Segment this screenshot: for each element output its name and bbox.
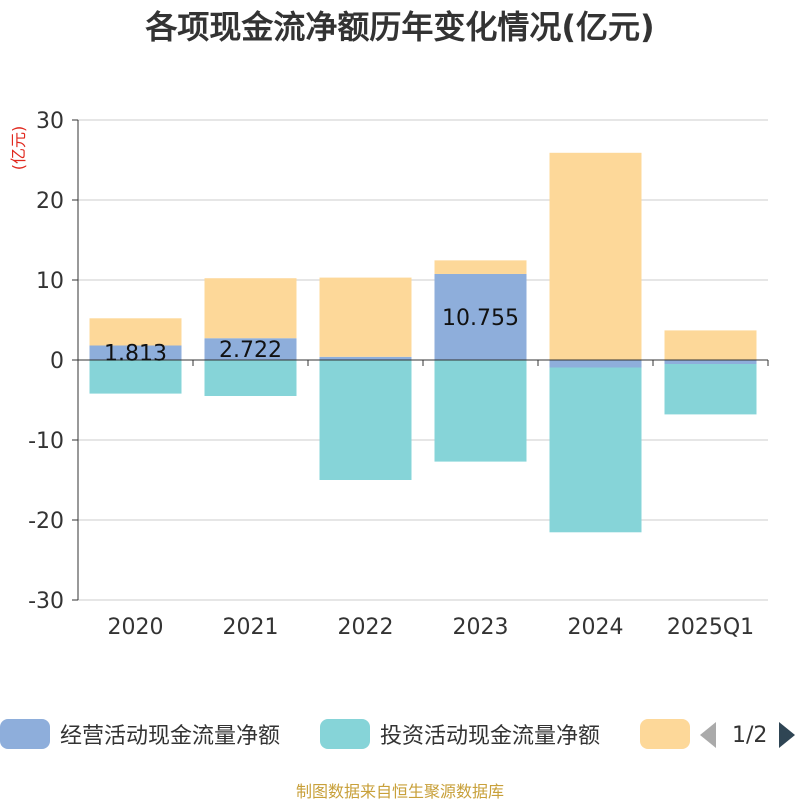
chevron-left-icon[interactable]	[700, 722, 716, 748]
bar-2022-series-1	[319, 360, 412, 480]
data-source-note: 制图数据来自恒生聚源数据库	[295, 782, 504, 801]
y-tick-label: 0	[50, 349, 64, 374]
legend-label-operating: 经营活动现金流量净额	[60, 724, 281, 749]
legend: 经营活动现金流量净额 投资活动现金流量净额 1/2	[0, 716, 800, 756]
x-tick-label: 2020	[108, 615, 164, 640]
y-tick-label: 30	[36, 109, 64, 134]
legend-label-investing: 投资活动现金流量净额	[380, 724, 601, 749]
bar-2024-series-1	[549, 367, 642, 533]
bar-2025Q1-series-2	[664, 330, 757, 360]
chart-title: 各项现金流净额历年变化情况(亿元)	[145, 8, 655, 46]
bar-2020-series-1	[89, 360, 182, 394]
bar-2020-series-0	[89, 345, 182, 360]
x-tick-label: 2023	[453, 615, 509, 640]
bar-2021-series-0	[204, 338, 297, 360]
bar-2022-series-2	[319, 277, 412, 357]
x-tick-label: 2025Q1	[667, 615, 754, 640]
legend-item-investing[interactable]: 投资活动现金流量净额	[320, 716, 600, 752]
legend-swatch-third	[640, 719, 690, 749]
x-tick-label: 2024	[568, 615, 624, 640]
legend-page-indicator: 1/2	[732, 722, 768, 748]
bar-2024-series-0	[549, 360, 642, 368]
bar-2021-series-1	[204, 360, 297, 396]
legend-swatch-operating	[0, 719, 50, 749]
bar-2024-series-2	[549, 152, 642, 360]
y-tick-label: 10	[36, 269, 64, 294]
data-labels: 1.813 2.722 10.755	[104, 306, 519, 367]
bar-2025Q1-series-0	[664, 360, 757, 364]
legend-pager: 1/2	[700, 720, 796, 750]
axes: 30 20 10 0 -10 -20 -30 2020 2021 2022 2023 2024 2025…	[28, 109, 769, 640]
y-tick-label: 20	[36, 189, 64, 214]
bar-2023-series-0	[434, 273, 527, 360]
legend-item-third[interactable]	[640, 716, 690, 752]
y-tick-label: -30	[28, 589, 64, 614]
y-tick-label: -20	[28, 509, 64, 534]
chart-area: 30 20 10 0 -10 -20 -30 2020 2021 2022 2023 2024 2025…	[9, 109, 769, 640]
data-label: 10.755	[442, 306, 519, 331]
legend-swatch-investing	[320, 719, 370, 749]
y-axis-label: (亿元)	[9, 126, 28, 171]
bar-2023-series-2	[434, 260, 527, 274]
bar-2025Q1-series-1	[664, 364, 757, 415]
x-tick-label: 2022	[338, 615, 394, 640]
data-label: 2.722	[219, 338, 282, 363]
y-tick-label: -10	[28, 429, 64, 454]
bar-2021-series-2	[204, 278, 297, 339]
data-label: 1.813	[104, 342, 167, 367]
bars	[89, 152, 757, 533]
chevron-right-icon[interactable]	[779, 722, 796, 748]
bar-2022-series-0	[319, 356, 412, 360]
bar-2020-series-2	[89, 318, 182, 346]
legend-item-operating[interactable]: 经营活动现金流量净额	[0, 716, 280, 752]
x-tick-label: 2021	[223, 615, 279, 640]
bar-2023-series-1	[434, 360, 527, 462]
